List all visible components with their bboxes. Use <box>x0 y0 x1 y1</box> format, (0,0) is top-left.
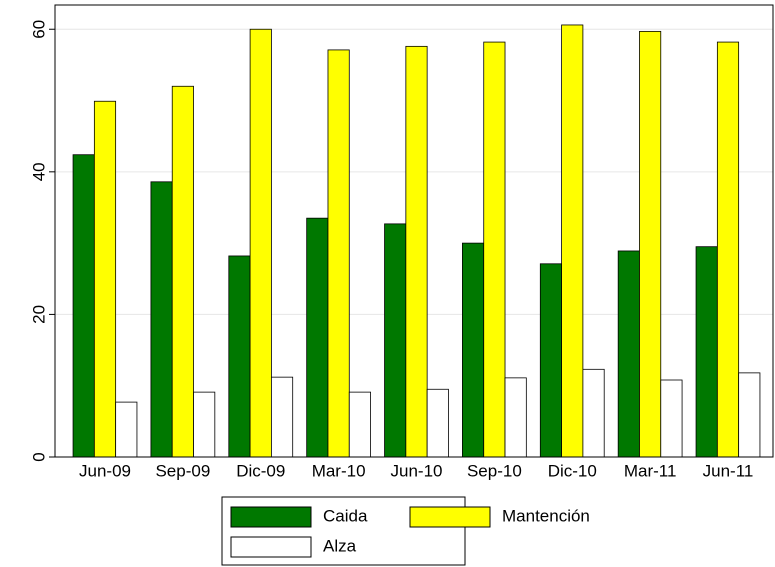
bar <box>639 30 662 458</box>
x-tick-label: Sep-09 <box>155 461 210 480</box>
bar <box>193 391 216 458</box>
x-tick-label: Jun-09 <box>79 461 131 480</box>
legend-label: Mantención <box>502 506 590 525</box>
x-tick-label: Mar-11 <box>624 461 677 480</box>
x-tick-label: Mar-10 <box>312 461 366 480</box>
bar <box>582 368 605 458</box>
bar <box>270 376 294 458</box>
bar <box>483 41 506 458</box>
bar <box>426 388 449 458</box>
legend-label: Caida <box>323 506 368 525</box>
bar <box>72 154 95 458</box>
x-tick-label: Jun-11 <box>703 461 754 480</box>
bar <box>171 85 194 458</box>
x-tick-label: Dic-09 <box>236 461 285 480</box>
bar <box>716 41 740 458</box>
legend-swatch <box>230 536 312 558</box>
bar <box>738 372 761 458</box>
bar <box>115 401 138 458</box>
y-tick-label: 20 <box>29 305 48 324</box>
bar <box>93 100 117 458</box>
bar <box>405 45 428 458</box>
legend-swatch <box>230 506 312 528</box>
plot-border <box>54 4 774 458</box>
y-tick-label: 40 <box>29 162 48 181</box>
bar <box>561 24 584 458</box>
bar <box>504 377 527 458</box>
x-tick-label: Sep-10 <box>467 461 522 480</box>
bar <box>462 242 485 458</box>
y-tick-label: 60 <box>29 20 48 39</box>
bar <box>249 28 272 458</box>
bar <box>384 223 407 458</box>
bar <box>228 255 251 458</box>
bar <box>306 217 329 458</box>
bar <box>539 263 562 458</box>
bar <box>150 181 173 458</box>
legend-label: Alza <box>323 536 357 555</box>
bar <box>617 250 640 458</box>
x-tick-label: Jun-10 <box>391 461 443 480</box>
y-tick-label: 0 <box>29 452 48 461</box>
bar <box>348 391 371 458</box>
legend-swatch <box>409 506 491 528</box>
bar <box>327 49 350 458</box>
x-tick-label: Dic-10 <box>548 461 597 480</box>
bar <box>660 379 683 458</box>
bar <box>695 246 718 458</box>
